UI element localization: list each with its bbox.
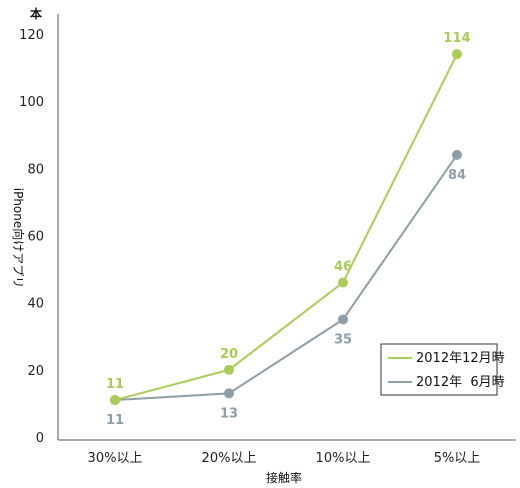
data-point	[338, 277, 348, 288]
y-ticks: 0 20 40 60 80 100 120	[19, 28, 44, 446]
series-dec-2012	[110, 49, 462, 406]
data-label: 13	[220, 406, 238, 421]
y-tick-label: 100	[19, 95, 44, 110]
data-point	[224, 364, 234, 375]
series-line	[114, 154, 458, 402]
x-tick-label: 10%以上	[316, 451, 371, 466]
data-point	[452, 149, 462, 160]
data-labels: 11 20 46 114 11 13 35 84	[106, 31, 471, 428]
y-axis-title: iPhone向けアプリ	[11, 188, 26, 289]
legend-box	[380, 343, 498, 396]
axes	[57, 14, 516, 441]
x-tick-label: 30%以上	[88, 451, 143, 466]
x-ticks: 30%以上 20%以上 10%以上 5%以上	[88, 451, 481, 466]
data-point	[452, 49, 462, 60]
data-label: 84	[448, 168, 466, 183]
data-label: 46	[334, 260, 352, 275]
x-axis-title: 接触率	[266, 470, 302, 485]
y-tick-label: 120	[19, 28, 44, 43]
data-label: 35	[334, 332, 352, 347]
data-label: 11	[106, 377, 124, 392]
y-tick-label: 0	[36, 431, 44, 446]
legend: 2012年12月時 2012年 6月時	[380, 343, 505, 396]
data-label: 20	[220, 347, 238, 362]
y-tick-label: 60	[27, 230, 44, 245]
data-label: 114	[443, 31, 470, 46]
x-tick-label: 20%以上	[202, 451, 257, 466]
legend-label-dec: 2012年12月時	[416, 351, 505, 366]
legend-label-jun: 2012年 6月時	[416, 375, 505, 390]
data-point	[110, 395, 120, 406]
y-tick-label: 40	[27, 297, 44, 312]
y-tick-label: 80	[27, 162, 44, 177]
y-tick-label: 20	[27, 364, 44, 379]
series-layer: 11 20 46 114 11 13 35 84	[106, 31, 471, 428]
data-point	[224, 388, 234, 399]
x-tick-label: 5%以上	[434, 451, 481, 466]
data-label: 11	[106, 413, 124, 428]
series-line	[114, 53, 458, 402]
data-point	[338, 314, 348, 325]
y-unit-label: 本	[30, 6, 42, 21]
